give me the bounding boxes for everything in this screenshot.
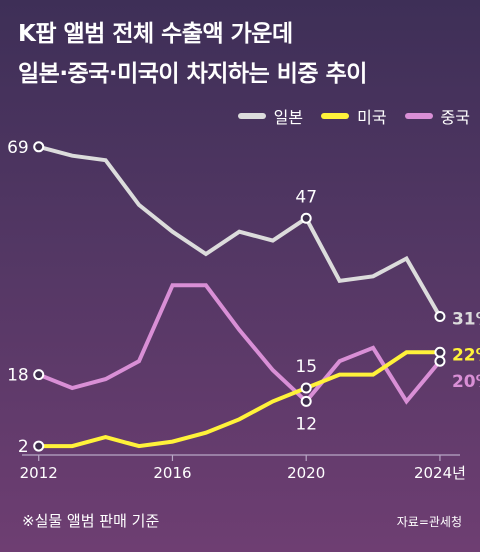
data-point-china-2024 — [434, 355, 446, 367]
data-label-china-2012: 18 — [7, 366, 29, 386]
series-line-usa — [38, 350, 440, 449]
legend-label-usa: 미국 — [357, 108, 387, 127]
data-label-japan-2012: 69 — [7, 138, 29, 158]
data-label-usa-2020: 15 — [295, 357, 317, 377]
legend: 일본 미국 중국 — [200, 104, 470, 128]
data-label-japan-2020: 47 — [295, 187, 317, 207]
data-point-china-2020 — [300, 395, 312, 407]
legend-item-china: 중국 — [404, 104, 470, 128]
data-label-china-2020: 12 — [295, 414, 317, 434]
data-point-usa-2012 — [33, 440, 45, 452]
data-label-china-2024: 20% — [452, 372, 480, 392]
x-tick-label-2016: 2016 — [153, 464, 191, 482]
data-point-japan-2020 — [300, 212, 312, 224]
x-tick-label-2024년: 2024년 — [414, 464, 466, 482]
series-line-china — [37, 283, 442, 405]
legend-item-japan: 일본 — [237, 104, 304, 128]
footnote: ※실물 앨범 판매 기준 — [22, 512, 160, 530]
data-point-usa-2024 — [434, 346, 446, 358]
legend-swatch-china — [404, 113, 433, 119]
data-label-usa-2012: 2 — [18, 437, 29, 457]
legend-item-usa: 미국 — [321, 104, 387, 128]
series-line-japan — [38, 144, 442, 318]
data-label-usa-2024: 22% — [452, 345, 480, 365]
legend-label-china: 중국 — [440, 108, 470, 127]
legend-swatch-usa — [321, 113, 350, 119]
data-point-japan-2024 — [434, 311, 446, 323]
legend-label-japan: 일본 — [273, 108, 304, 127]
data-point-china-2012 — [33, 369, 45, 381]
data-label-japan-2024: 31% — [452, 310, 480, 330]
legend-swatch-japan — [237, 113, 266, 119]
source-note: 자료=관세청 — [396, 515, 462, 529]
data-point-japan-2012 — [33, 141, 45, 153]
chart-title-line-2: 일본·중국·미국이 차지하는 비중 추이 — [18, 61, 367, 87]
x-tick-label-2020: 2020 — [287, 464, 325, 482]
x-tick-label-2012: 2012 — [20, 464, 58, 482]
data-point-usa-2020 — [300, 382, 312, 394]
chart-title-line-1: K팝 앨범 전체 수출액 가운데 — [18, 21, 293, 47]
